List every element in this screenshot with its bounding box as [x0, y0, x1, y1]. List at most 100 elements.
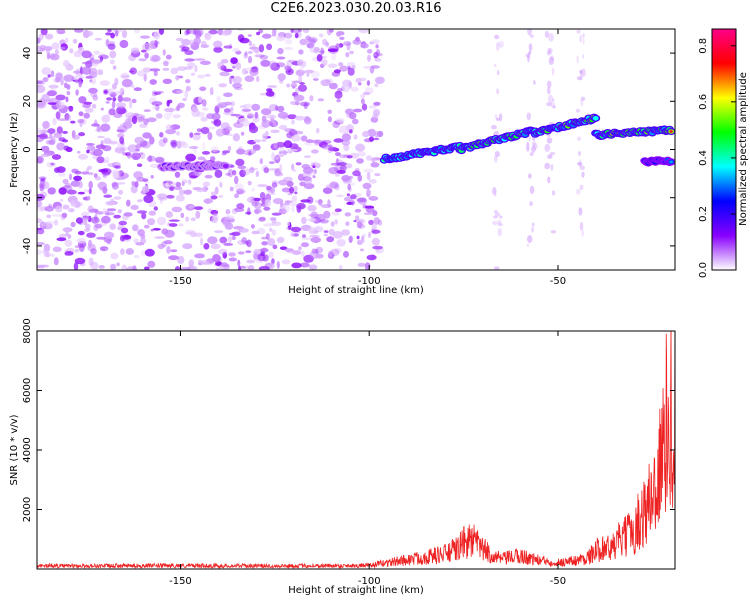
noise-blob [62, 59, 70, 68]
noise-streak-blob [581, 229, 584, 238]
noise-blob [310, 236, 322, 243]
noise-blob [113, 172, 121, 178]
noise-streak-blob [577, 162, 583, 166]
noise-blob [374, 58, 382, 62]
noise-streak-blob [527, 235, 533, 244]
noise-blob [277, 73, 286, 81]
noise-blob [100, 123, 111, 132]
noise-blob [223, 92, 233, 98]
noise-blob [206, 113, 215, 120]
noise-blob [114, 77, 119, 86]
noise-blob [105, 101, 110, 104]
noise-blob [315, 239, 319, 244]
noise-blob [185, 216, 190, 222]
noise-blob [91, 59, 99, 67]
noise-blob [37, 80, 44, 84]
noise-blob [366, 172, 371, 181]
colorbar-tick-label: 0.0 [698, 262, 709, 278]
noise-blob [112, 170, 119, 179]
noise-blob [106, 238, 112, 245]
figure-title: C2E6.2023.030.20.03.R16 [270, 1, 442, 16]
noise-blob [74, 257, 86, 265]
noise-blob [174, 171, 181, 178]
noise-blob [233, 122, 244, 128]
noise-streak-blob [580, 96, 586, 102]
noise-blob [69, 48, 74, 54]
noise-blob [155, 113, 163, 119]
noise-blob [288, 200, 299, 204]
noise-blob [53, 132, 62, 139]
noise-blob [252, 144, 261, 151]
noise-blob [182, 98, 187, 101]
noise-blob [149, 136, 155, 145]
noise-blob [312, 139, 323, 144]
noise-blob [98, 168, 109, 173]
noise-blob [325, 41, 329, 48]
noise-blob [50, 253, 55, 257]
noise-blob [355, 143, 366, 152]
noise-blob [55, 46, 66, 50]
colorbar-tick-label: 0.4 [698, 150, 709, 166]
noise-blob [373, 101, 381, 106]
noise-blob [310, 211, 319, 219]
noise-blob [70, 199, 78, 207]
noise-streak-blob [547, 94, 554, 104]
noise-blob [109, 59, 115, 65]
noise-blob [303, 183, 315, 190]
noise-streak-blob [494, 212, 501, 217]
noise-blob [211, 216, 218, 224]
noise-blob [226, 133, 234, 137]
noise-blob [77, 191, 85, 195]
noise-streak-blob [551, 190, 556, 196]
noise-blob [37, 127, 42, 133]
noise-blob [289, 186, 295, 194]
noise-blob [366, 80, 370, 86]
noise-blob [126, 151, 132, 159]
noise-blob [345, 221, 350, 226]
noise-blob [68, 173, 73, 181]
noise-blob [156, 216, 167, 226]
noise-blob [258, 266, 270, 270]
noise-blob [39, 129, 49, 134]
noise-blob [48, 139, 56, 146]
noise-blob [247, 207, 251, 216]
noise-streak-blob [582, 33, 585, 38]
noise-blob [229, 218, 236, 223]
noise-blob [356, 221, 363, 229]
noise-blob [313, 50, 319, 54]
noise-blob [294, 115, 306, 121]
noise-blob [278, 124, 288, 130]
noise-blob [175, 194, 185, 202]
noise-blob [117, 209, 123, 214]
noise-streak-blob [578, 159, 582, 167]
noise-blob [116, 182, 126, 185]
noise-blob [301, 216, 307, 225]
noise-blob [304, 155, 311, 158]
noise-blob [140, 152, 146, 160]
noise-blob [39, 184, 45, 192]
noise-blob [256, 75, 260, 83]
noise-blob [294, 32, 299, 39]
noise-blob [213, 40, 223, 48]
noise-blob [112, 65, 117, 70]
noise-blob [157, 193, 168, 200]
noise-blob [321, 59, 328, 66]
x-tick-label: -100 [358, 276, 381, 287]
noise-blob [109, 223, 117, 230]
noise-blob [87, 165, 93, 170]
x-tick-label: -100 [358, 576, 381, 587]
noise-blob [271, 221, 282, 227]
noise-streak-blob [550, 101, 555, 109]
noise-blob [37, 200, 43, 208]
noise-blob [343, 250, 349, 258]
noise-blob [88, 239, 92, 248]
noise-blob [91, 59, 102, 64]
noise-streak-blob [579, 70, 583, 74]
noise-blob [262, 133, 268, 139]
noise-blob [261, 115, 267, 123]
noise-blob [335, 172, 340, 177]
noise-blob [98, 54, 109, 60]
noise-blob [337, 162, 347, 166]
noise-blob [304, 69, 315, 74]
noise-blob [275, 105, 279, 111]
